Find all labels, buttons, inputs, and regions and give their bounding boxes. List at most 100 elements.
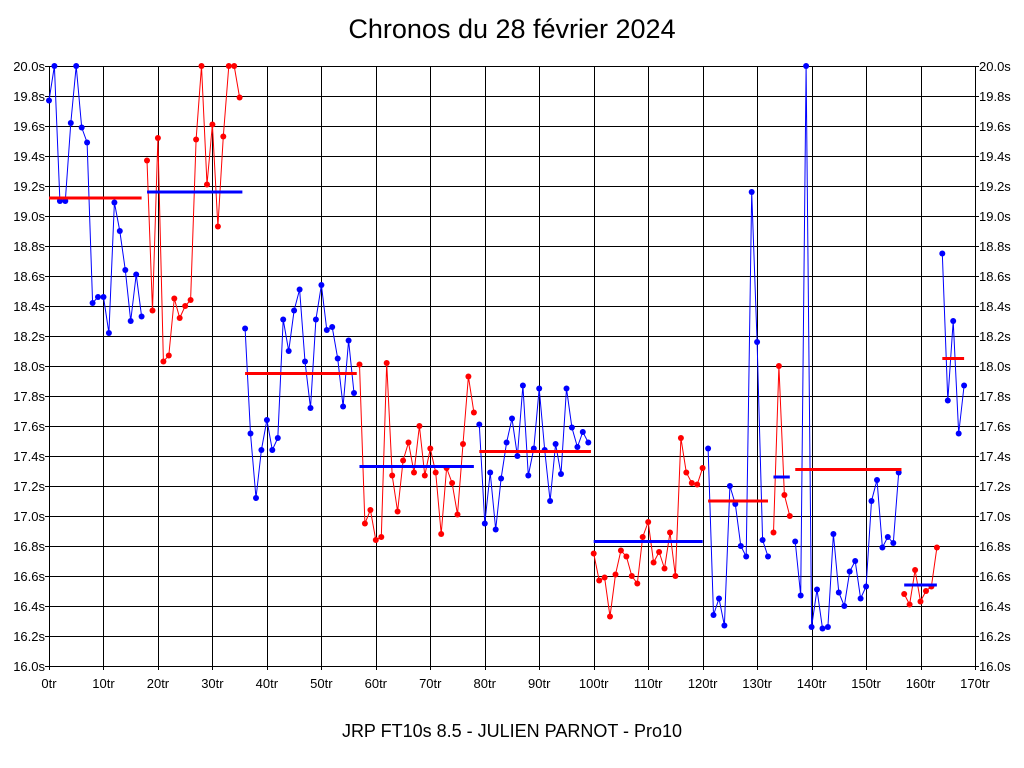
data-point <box>193 136 200 143</box>
data-point <box>503 439 510 446</box>
series-line <box>773 365 791 533</box>
y-tick-label: 19.6s <box>979 119 1011 134</box>
y-tick-label: 16.8s <box>979 539 1011 554</box>
average-lines <box>49 190 965 587</box>
y-tick-label: 19.8s <box>13 89 45 104</box>
data-point <box>367 507 374 513</box>
data-point <box>874 477 880 483</box>
series-line <box>707 191 769 626</box>
data-point <box>824 624 831 630</box>
data-point <box>372 537 379 543</box>
data-point <box>868 498 875 504</box>
data-point <box>280 316 287 323</box>
data-point <box>819 625 826 632</box>
data-point <box>220 133 227 140</box>
grid <box>45 66 979 670</box>
data-point <box>743 553 750 560</box>
x-tick-label: 160tr <box>906 676 936 691</box>
data-point <box>481 520 488 527</box>
data-point <box>775 363 782 369</box>
series-group <box>590 435 706 620</box>
data-point <box>628 573 635 579</box>
x-tick-label: 50tr <box>310 676 333 691</box>
data-point <box>258 447 265 453</box>
y-tick-label: 19.4s <box>979 149 1011 164</box>
chart-footer: JRP FT10s 8.5 - JULIEN PARNOT - Pro10 <box>341 721 683 741</box>
series <box>46 63 968 632</box>
data-point <box>383 360 390 366</box>
data-point <box>329 324 336 330</box>
series-group <box>242 282 357 501</box>
data-point <box>78 124 85 131</box>
data-point <box>198 63 205 69</box>
y-tick-label: 17.4s <box>13 449 45 464</box>
y-tick-label: 17.6s <box>13 419 45 434</box>
data-point <box>781 492 788 498</box>
y-tick-label: 18.6s <box>13 269 45 284</box>
x-tick-label: 140tr <box>797 676 827 691</box>
data-point <box>432 469 439 476</box>
data-point <box>514 453 521 459</box>
y-tick-label: 19.8s <box>979 89 1011 104</box>
y-tick-label: 16.6s <box>13 569 45 584</box>
y-tick-label: 16.8s <box>13 539 45 554</box>
y-tick-label: 17.8s <box>979 389 1011 404</box>
data-point <box>525 472 532 479</box>
data-point <box>214 223 221 230</box>
data-point <box>814 586 820 593</box>
data-point <box>726 483 733 489</box>
data-point <box>955 430 962 437</box>
series-group <box>705 189 771 629</box>
data-point <box>133 271 140 278</box>
x-tick-label: 110tr <box>634 676 663 691</box>
data-point <box>667 529 673 536</box>
y-tick-label: 17.6s <box>979 419 1011 434</box>
data-point <box>765 553 771 560</box>
data-point <box>46 97 52 104</box>
x-tick-labels: 0tr 10tr 20tr 30tr 40tr 50tr 60tr 70tr 80tr 90tr 1… <box>41 676 990 691</box>
y-tick-label: 18.0s <box>13 359 45 374</box>
y-tick-label: 19.0s <box>979 209 1011 224</box>
data-point <box>574 444 581 450</box>
data-point <box>558 471 564 477</box>
data-point <box>209 121 216 128</box>
data-point <box>754 339 761 345</box>
data-point <box>863 583 870 590</box>
data-point <box>563 385 570 392</box>
y-tick-label: 18.0s <box>979 359 1011 374</box>
data-point <box>236 94 243 101</box>
data-point <box>302 358 308 365</box>
y-tick-label: 17.8s <box>13 389 45 404</box>
data-point <box>852 558 859 564</box>
data-point <box>427 445 434 452</box>
data-point <box>835 589 842 596</box>
data-point <box>389 472 396 479</box>
series-group <box>356 360 477 543</box>
series-group <box>476 382 592 533</box>
data-point <box>340 403 347 410</box>
data-point <box>176 315 183 321</box>
data-point <box>808 624 815 630</box>
y-tick-label: 19.2s <box>13 179 45 194</box>
data-point <box>933 544 940 551</box>
x-tick-label: 80tr <box>474 676 497 691</box>
x-tick-label: 120tr <box>688 676 718 691</box>
data-point <box>460 441 466 447</box>
y-tick-labels-right: 16.0s 16.2s 16.4s 16.6s 16.8s 17.0s 17.2s 17.4s… <box>979 59 1011 674</box>
data-point <box>694 481 701 488</box>
x-tick-label: 90tr <box>528 676 551 691</box>
x-tick-label: 10tr <box>92 676 115 691</box>
data-point <box>263 417 270 423</box>
data-point <box>672 573 679 579</box>
y-tick-label: 17.4s <box>979 449 1011 464</box>
data-point <box>579 429 586 435</box>
data-point <box>394 508 401 515</box>
data-point <box>699 465 706 471</box>
series-group <box>144 63 243 365</box>
y-tick-label: 19.2s <box>979 179 1011 194</box>
data-point <box>242 325 249 332</box>
data-point <box>961 382 968 389</box>
data-point <box>596 577 603 584</box>
data-point <box>923 588 929 594</box>
x-tick-label: 0tr <box>41 676 57 691</box>
